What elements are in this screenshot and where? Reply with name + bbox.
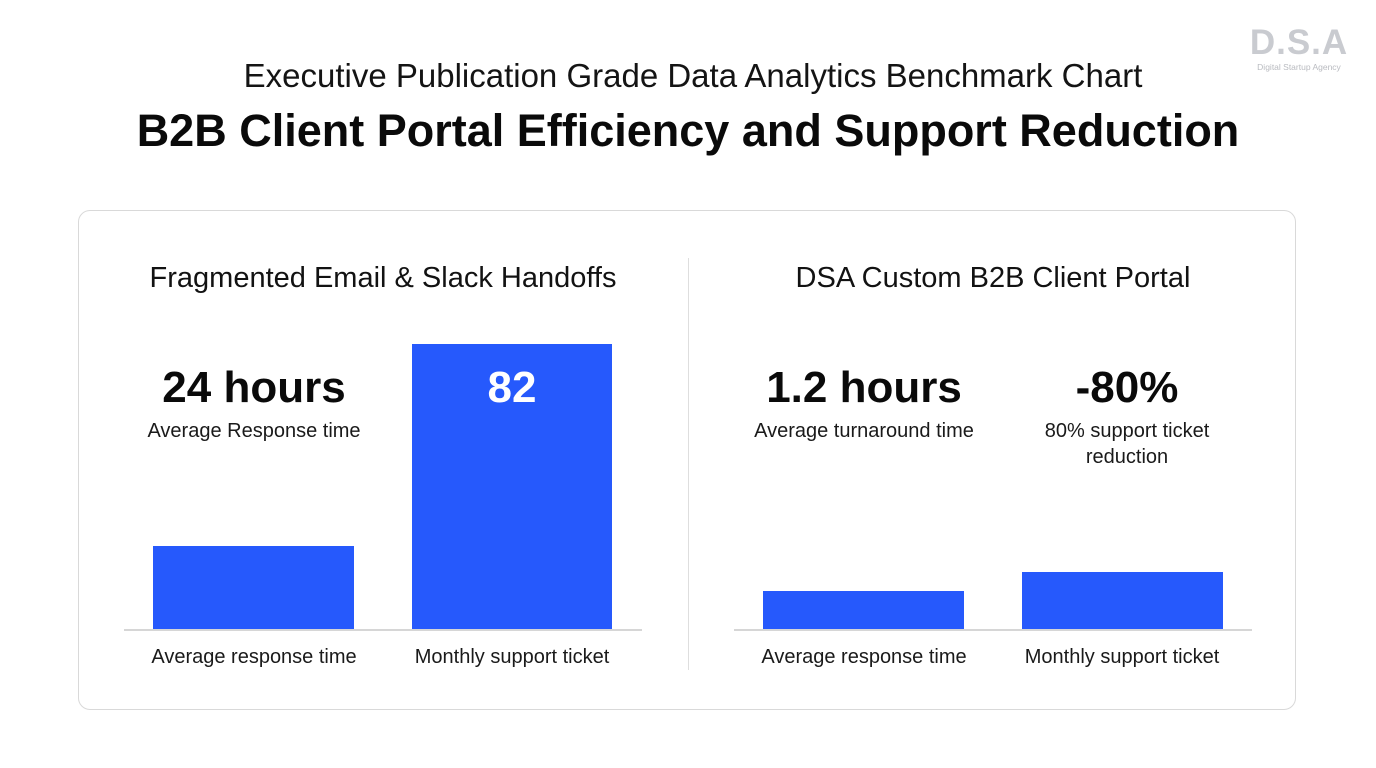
right-baseline xyxy=(734,629,1252,631)
bar-right-monthly-support-ticket xyxy=(1022,572,1223,629)
left-baseline xyxy=(124,629,642,631)
right-turnaround-value: 1.2 hours xyxy=(766,363,962,412)
right-panel-title: DSA Custom B2B Client Portal xyxy=(795,262,1191,294)
right-turnaround-caption: Average turnaround time xyxy=(754,420,974,442)
bar-left-monthly-support-ticket xyxy=(412,344,612,629)
chart-supertitle: Executive Publication Grade Data Analyti… xyxy=(243,57,1143,94)
left-ticket-value: 82 xyxy=(487,363,537,412)
chart-card xyxy=(78,210,1296,710)
brand-tagline: Digital Startup Agency xyxy=(1257,62,1341,72)
right-category-response-time: Average response time xyxy=(761,646,967,668)
left-category-response-time: Average response time xyxy=(151,646,357,668)
brand-mark: D.S.A xyxy=(1249,23,1349,62)
left-response-value: 24 hours xyxy=(162,363,346,412)
right-reduction-value: -80% xyxy=(1075,363,1179,412)
left-panel-title: Fragmented Email & Slack Handoffs xyxy=(149,262,617,294)
right-reduction-caption: 80% support ticket reduction xyxy=(1044,420,1210,468)
left-category-support-ticket: Monthly support ticket xyxy=(414,646,610,668)
panel-divider xyxy=(688,258,689,670)
brand-logo: D.S.A Digital Startup Agency xyxy=(1248,23,1350,73)
chart-title: B2B Client Portal Efficiency and Support… xyxy=(136,105,1240,156)
left-response-caption: Average Response time xyxy=(147,420,361,442)
bar-right-average-response-time xyxy=(763,591,964,629)
bar-left-average-response-time xyxy=(153,545,354,629)
right-category-support-ticket: Monthly support ticket xyxy=(1024,646,1220,668)
